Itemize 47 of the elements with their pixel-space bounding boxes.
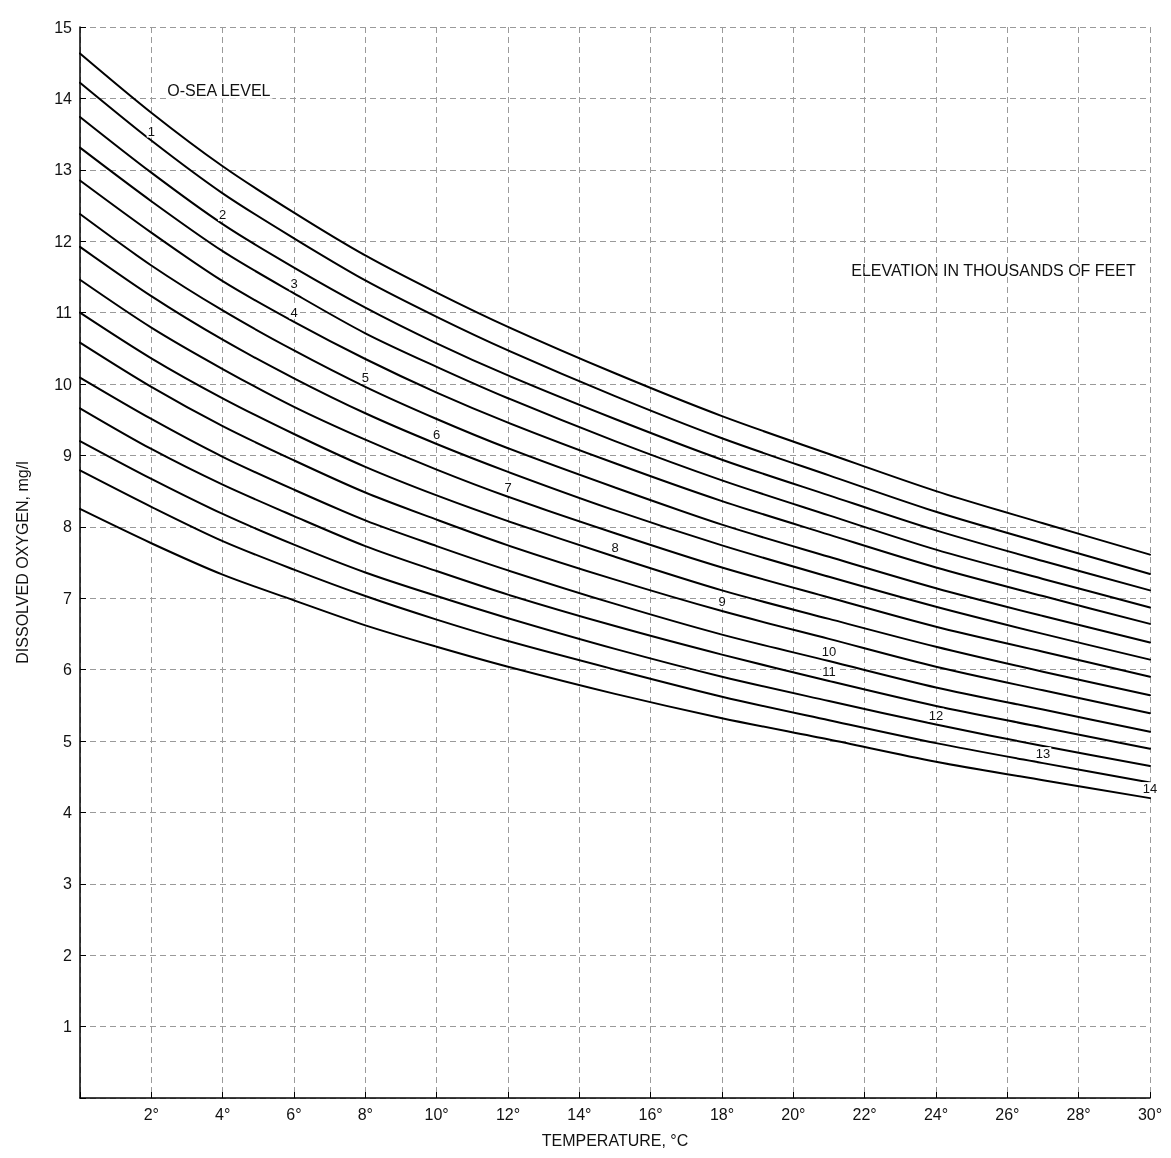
x-tick-label: 24° [923, 1105, 949, 1123]
series-label: O-SEA LEVEL [167, 82, 271, 100]
x-tick-label: 12° [495, 1105, 521, 1123]
x-tick-label: 14° [567, 1105, 592, 1123]
x-tick-label: 2° [143, 1105, 159, 1123]
series-label: 13 [1035, 746, 1051, 762]
y-tick-label: 1 [63, 1018, 73, 1036]
series-label: 14 [1142, 781, 1158, 797]
series-label: 10 [821, 644, 837, 660]
y-tick-label: 15 [54, 18, 73, 36]
series-label: 1 [147, 123, 155, 139]
x-tick-label: 10° [424, 1105, 449, 1123]
x-tick-label: 16° [638, 1105, 663, 1123]
y-tick-label: 5 [63, 732, 73, 750]
y-tick-label: 7 [63, 589, 73, 607]
series-label: 9 [718, 594, 726, 610]
x-tick-label: 18° [709, 1105, 735, 1123]
y-tick-label: 4 [63, 803, 73, 821]
y-tick-label: 12 [54, 232, 73, 250]
x-tick-label: 22° [852, 1105, 877, 1123]
y-tick-label: 2 [63, 946, 73, 964]
series-label: 11 [822, 664, 836, 680]
series-label: 6 [433, 426, 441, 442]
x-tick-label: 4° [215, 1105, 231, 1123]
y-axis-title: DISSOLVED OXYGEN, mg/l [13, 461, 31, 664]
x-tick-label: 6° [286, 1105, 302, 1123]
series-label: 12 [928, 707, 944, 723]
y-tick-label: 13 [54, 161, 73, 179]
series-label: 4 [290, 304, 298, 320]
x-tick-label: 26° [995, 1105, 1020, 1123]
series-label: 3 [290, 276, 298, 292]
y-tick-label: 6 [63, 661, 73, 679]
y-tick-label: 3 [63, 875, 73, 893]
y-tick-label: 11 [55, 304, 73, 322]
x-tick-label: 28° [1066, 1105, 1091, 1123]
series-label: 7 [504, 479, 512, 495]
y-tick-label: 14 [54, 89, 73, 107]
y-tick-label: 10 [54, 375, 73, 393]
x-tick-label: 20° [781, 1105, 806, 1123]
y-tick-label: 8 [63, 518, 73, 536]
series-label: 8 [611, 539, 619, 555]
x-tick-label: 8° [357, 1105, 373, 1123]
series-label: 5 [361, 369, 369, 385]
y-tick-label: 9 [63, 446, 73, 464]
x-tick-label: 30° [1137, 1105, 1163, 1123]
x-axis-title: TEMPERATURE, °C [541, 1131, 689, 1149]
series-label: 2 [219, 207, 227, 223]
